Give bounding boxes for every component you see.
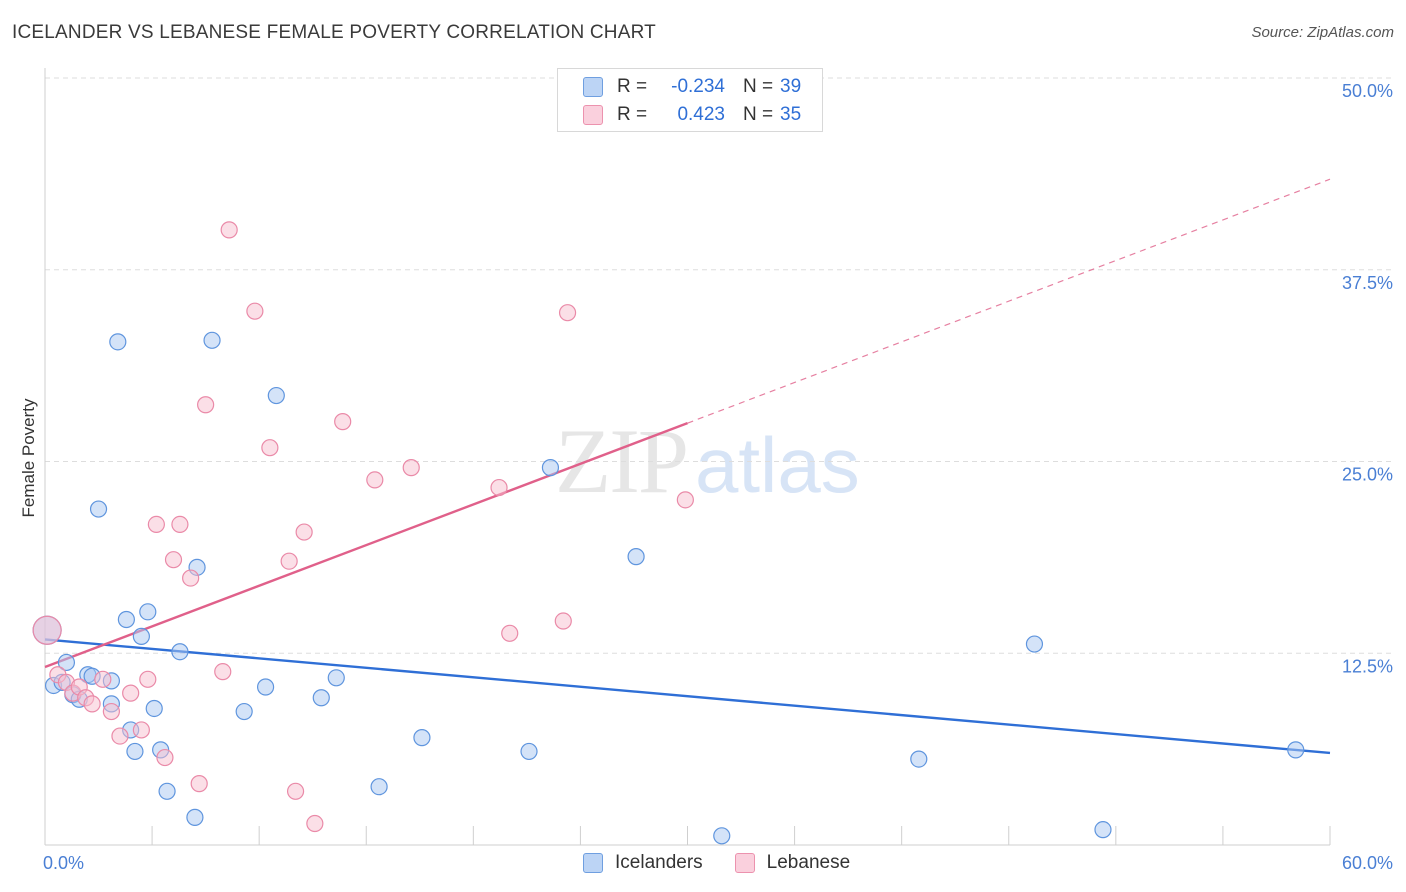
source-label: Source: ZipAtlas.com	[1251, 24, 1394, 41]
lebanese-point	[558, 304, 577, 322]
lebanese-trend-extension	[687, 178, 1331, 424]
lebanese-point	[220, 221, 238, 239]
axes	[44, 68, 1331, 846]
icelanders-point	[910, 750, 928, 768]
lebanese-point	[402, 459, 420, 477]
icelanders-point	[145, 699, 163, 718]
icelanders-point	[89, 500, 108, 518]
legend-r-label: R =	[617, 76, 648, 97]
tick-labels: 12.5% 25.0% 37.5% 50.0% 0.0% 60.0% Female Pove…	[19, 81, 1393, 873]
x-tick-label: 60.0%	[1342, 853, 1393, 873]
icelanders-point	[267, 386, 285, 405]
lebanese-point	[246, 302, 264, 320]
icelanders-trend-line	[44, 638, 1331, 755]
icelanders-point	[203, 331, 221, 349]
icelanders-point	[235, 702, 253, 721]
lebanese-point	[214, 663, 232, 681]
series-legend: Icelanders Lebanese	[583, 852, 882, 874]
icelanders-swatch	[583, 77, 603, 97]
icelanders-swatch	[583, 853, 603, 873]
lebanese-point	[94, 670, 112, 688]
lebanese-point	[102, 702, 120, 721]
icelanders-point	[109, 333, 127, 351]
legend-label-lebanese: Lebanese	[766, 852, 851, 873]
legend-item-lebanese: Lebanese	[734, 852, 851, 874]
icelanders-point	[627, 548, 645, 566]
lebanese-point	[182, 569, 200, 587]
lebanese-point	[295, 523, 313, 541]
icelanders-point	[1287, 741, 1305, 759]
lebanese-point	[286, 782, 305, 800]
icelanders-point	[327, 669, 345, 687]
legend-label-icelanders: Icelanders	[615, 852, 703, 873]
icelanders-point	[370, 778, 388, 796]
lebanese-swatch	[734, 853, 755, 873]
y-tick-label: 50.0%	[1342, 81, 1393, 101]
lebanese-swatch	[583, 105, 603, 125]
lebanese-point	[132, 721, 150, 739]
legend-n-label: N =	[743, 104, 774, 125]
icelanders-point	[1094, 821, 1112, 839]
legend-row-lebanese: R = 0.423 N = 35	[558, 101, 801, 129]
lebanese-point	[32, 615, 62, 645]
icelanders-point	[158, 782, 176, 800]
lebanese-point	[306, 814, 324, 833]
y-axis-label: Female Poverty	[19, 398, 38, 518]
lebanese-point	[156, 748, 174, 767]
trend-lines	[44, 178, 1331, 755]
lebanese-trend-line	[44, 422, 688, 669]
lebanese-point	[366, 471, 384, 489]
grid-lines	[45, 77, 1393, 654]
legend-r-value: 0.423	[677, 104, 725, 125]
lebanese-point	[197, 396, 215, 414]
icelanders-point	[139, 603, 157, 621]
icelanders-point	[520, 742, 538, 761]
lebanese-point	[334, 413, 352, 431]
icelanders-point	[713, 827, 731, 845]
lebanese-point	[111, 727, 129, 745]
icelanders-point	[256, 678, 275, 696]
lebanese-point	[171, 515, 189, 533]
y-tick-label: 25.0%	[1342, 465, 1393, 485]
lebanese-point	[83, 695, 101, 713]
x-tick-label: 0.0%	[43, 853, 84, 873]
watermark-atlas: atlas	[695, 421, 860, 509]
icelanders-point	[1025, 635, 1044, 653]
legend-n-value: 35	[780, 104, 802, 125]
icelanders-point	[171, 643, 189, 661]
lebanese-point	[147, 515, 165, 533]
lebanese-point	[261, 439, 279, 457]
lebanese-point	[280, 552, 298, 570]
lebanese-point	[554, 612, 572, 630]
correlation-legend: R = -0.234 N = 39 R = 0.423 N = 35	[557, 68, 823, 132]
data-points	[32, 221, 1305, 845]
y-tick-label: 12.5%	[1342, 656, 1393, 676]
icelanders-point	[186, 808, 204, 826]
legend-n-label: N =	[743, 76, 774, 97]
legend-r-label: R =	[617, 104, 648, 125]
lebanese-point	[676, 491, 694, 509]
chart-title: ICELANDER VS LEBANESE FEMALE POVERTY COR…	[12, 22, 656, 43]
y-tick-label: 37.5%	[1342, 273, 1393, 293]
lebanese-point	[501, 624, 519, 642]
icelanders-point	[126, 742, 144, 761]
icelanders-point	[117, 610, 135, 629]
legend-n-value: 39	[780, 76, 802, 97]
legend-row-icelanders: R = -0.234 N = 39	[558, 73, 801, 101]
legend-r-value: -0.234	[671, 76, 725, 97]
lebanese-point	[139, 670, 157, 688]
icelanders-point	[541, 459, 560, 477]
legend-item-icelanders: Icelanders	[583, 852, 703, 874]
lebanese-point	[164, 551, 183, 569]
icelanders-point	[132, 627, 150, 645]
lebanese-point	[490, 478, 508, 497]
lebanese-point	[190, 775, 208, 793]
icelanders-point	[57, 653, 76, 672]
icelanders-point	[312, 689, 330, 707]
icelanders-point	[413, 729, 431, 747]
lebanese-point	[122, 684, 140, 702]
